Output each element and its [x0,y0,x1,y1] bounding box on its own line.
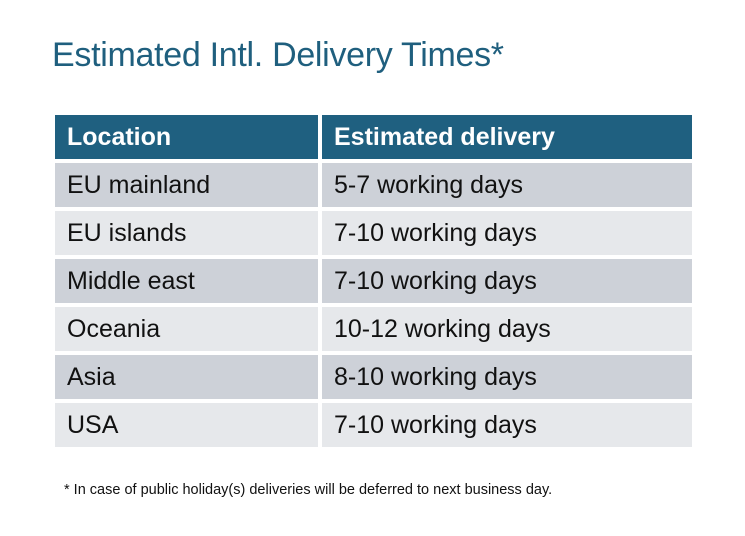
header-location: Location [55,115,318,159]
table-row: Oceania 10-12 working days [55,307,692,351]
footnote: * In case of public holiday(s) deliverie… [64,482,553,498]
table-row: Asia 8-10 working days [55,355,692,399]
location-cell: EU mainland [55,163,318,207]
location-cell: Asia [55,355,318,399]
page-title: Estimated Intl. Delivery Times* [52,36,504,74]
delivery-cell: 7-10 working days [322,403,692,447]
table-row: EU islands 7-10 working days [55,211,692,255]
delivery-cell: 8-10 working days [322,355,692,399]
delivery-cell: 7-10 working days [322,259,692,303]
table-header-row: Location Estimated delivery [55,115,692,159]
table-row: EU mainland 5-7 working days [55,163,692,207]
delivery-cell: 7-10 working days [322,211,692,255]
table-row: Middle east 7-10 working days [55,259,692,303]
location-cell: Oceania [55,307,318,351]
table-row: USA 7-10 working days [55,403,692,447]
delivery-cell: 5-7 working days [322,163,692,207]
location-cell: USA [55,403,318,447]
location-cell: Middle east [55,259,318,303]
delivery-cell: 10-12 working days [322,307,692,351]
location-cell: EU islands [55,211,318,255]
delivery-times-table: Location Estimated delivery EU mainland … [51,111,696,451]
header-estimated-delivery: Estimated delivery [322,115,692,159]
